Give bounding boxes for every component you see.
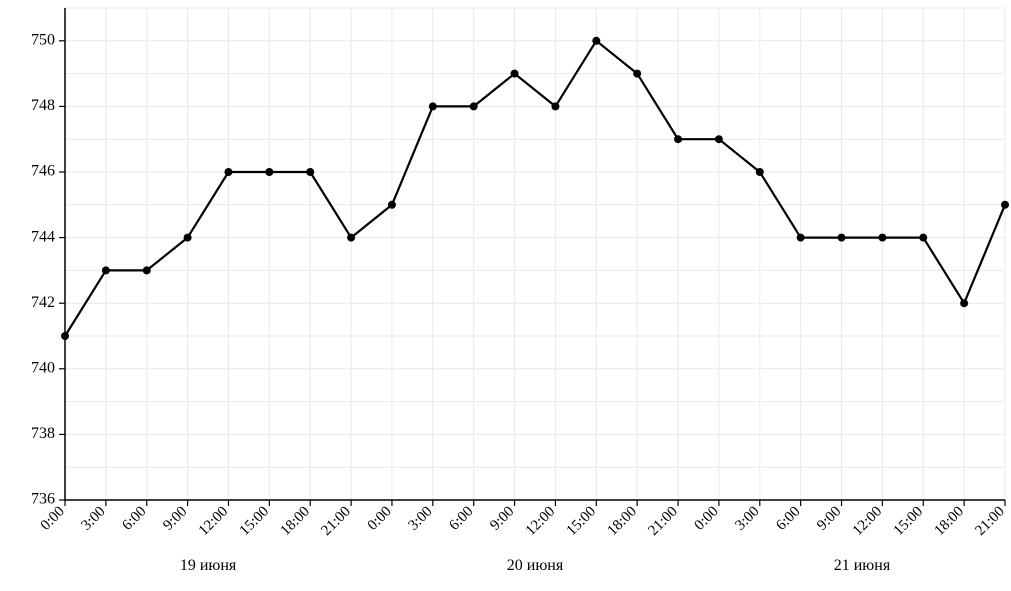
data-point [674,135,682,143]
data-point [633,70,641,78]
y-tick-label: 746 [31,163,55,180]
data-point [1001,201,1009,209]
y-tick-label: 744 [31,228,55,245]
y-tick-label: 738 [31,425,55,442]
data-point [470,102,478,110]
data-point [347,234,355,242]
data-point [838,234,846,242]
data-point [429,102,437,110]
data-point [756,168,764,176]
data-point [715,135,723,143]
data-point [797,234,805,242]
y-tick-label: 742 [31,294,55,311]
day-label: 21 июня [834,557,891,574]
data-point [878,234,886,242]
y-tick-label: 750 [31,31,55,48]
data-point [265,168,273,176]
data-point [511,70,519,78]
data-point [102,266,110,274]
data-point [592,37,600,45]
data-point [306,168,314,176]
y-tick-label: 736 [31,491,55,508]
y-tick-label: 748 [31,97,55,114]
y-tick-label: 740 [31,359,55,376]
data-point [184,234,192,242]
data-point [388,201,396,209]
data-point [919,234,927,242]
data-point [960,299,968,307]
data-point [61,332,69,340]
day-label: 20 июня [507,557,564,574]
line-chart: 7367387407427447467487500:003:006:009:00… [0,0,1011,591]
data-point [551,102,559,110]
day-label: 19 июня [180,557,237,574]
data-point [224,168,232,176]
data-point [143,266,151,274]
